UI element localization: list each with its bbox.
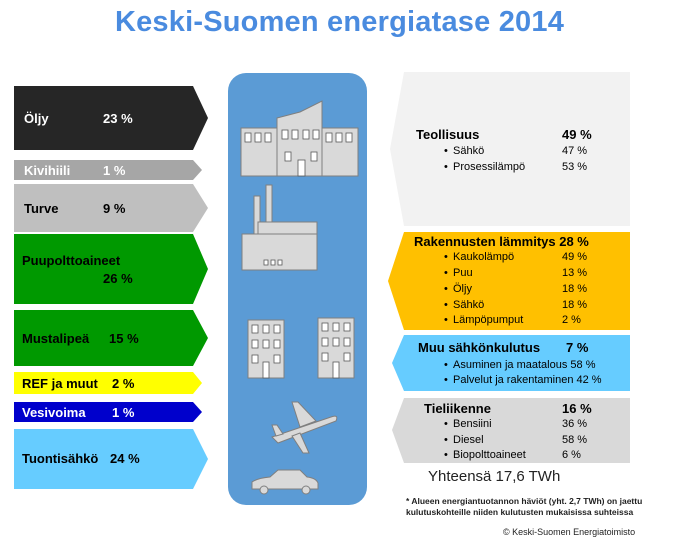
lammitys-item-pct: 2 % [562, 314, 581, 326]
bullet-icon: • [444, 314, 448, 326]
car-icon [251, 469, 319, 495]
source-arrow-tuontisahko [14, 429, 208, 489]
lammitys-item-label: Puu [453, 267, 473, 279]
tieliikenne-item-label: Bensiini [453, 418, 492, 430]
bullet-icon: • [444, 374, 448, 386]
source-label-oljy: Öljy [24, 111, 49, 126]
use-label-teollisuus: Teollisuus [416, 127, 480, 142]
bullet-icon: • [444, 449, 448, 461]
use-arrow-teollisuus [390, 72, 630, 226]
center-column [228, 73, 367, 505]
source-arrow-mustalipea [14, 310, 208, 366]
use-label-muu-sahko: Muu sähkönkulutus [418, 340, 541, 355]
tieliikenne-item-label: Biopolttoaineet [453, 449, 526, 461]
lammitys-item-label: Öljy [453, 283, 472, 295]
industry-building-icon [240, 100, 359, 177]
source-label-tuontisahko: Tuontisähkö [22, 451, 99, 466]
source-pct-puupolttoaineet: 26 % [103, 271, 133, 286]
lammitys-item-label: Lämpöpumput [453, 314, 524, 326]
source-label-kivihiili: Kivihiili [24, 163, 71, 178]
total-label: Yhteensä 17,6 TWh [428, 468, 561, 485]
source-label-mustalipea: Mustalipeä [22, 331, 90, 346]
use-label-lammitys: Rakennusten lämmitys 28 % [414, 234, 589, 249]
footnote-line-1: * Alueen energiantuotannon häviöt (yht. … [406, 496, 643, 506]
source-arrow-kivihiili [14, 160, 202, 180]
source-arrow-vesivoima [14, 402, 202, 422]
use-arrow-tieliikenne [392, 398, 630, 463]
bullet-icon: • [444, 434, 448, 446]
teollisuus-item-pct: 53 % [562, 161, 588, 173]
bullet-icon: • [444, 418, 448, 430]
lammitys-item-pct: 18 % [562, 283, 588, 295]
use-pct-tieliikenne: 16 % [562, 401, 592, 416]
tieliikenne-item-pct: 58 % [562, 434, 588, 446]
source-label-puupolttoaineet: Puupolttoaineet [22, 253, 121, 268]
footnote-line-2: kulutuskohteille niiden kulutusten mukai… [406, 507, 634, 517]
copyright: © Keski-Suomen Energiatoimisto [503, 527, 636, 537]
lammitys-item-label: Kaukolämpö [453, 251, 515, 263]
source-pct-turve: 9 % [103, 201, 126, 216]
source-arrow-ref [14, 372, 202, 394]
lammitys-item-pct: 13 % [562, 267, 588, 279]
source-arrow-oljy [14, 86, 208, 150]
source-pct-oljy: 23 % [103, 111, 133, 126]
source-label-turve: Turve [24, 201, 59, 216]
use-arrow-lammitys [388, 232, 630, 330]
source-arrow-turve [14, 184, 208, 232]
use-pct-muu-sahko: 7 % [566, 340, 589, 355]
apartment-buildings-icon [247, 317, 355, 379]
factory-icon [241, 184, 318, 271]
bullet-icon: • [444, 251, 448, 263]
teollisuus-item-pct: 47 % [562, 145, 588, 157]
bullet-icon: • [444, 145, 448, 157]
source-pct-ref: 2 % [112, 376, 135, 391]
bullet-icon: • [444, 299, 448, 311]
lammitys-item-pct: 18 % [562, 299, 588, 311]
source-label-ref: REF ja muut [22, 376, 98, 391]
bullet-icon: • [444, 161, 448, 173]
teollisuus-item-label: Prosessilämpö [453, 161, 526, 173]
bullet-icon: • [444, 267, 448, 279]
source-pct-vesivoima: 1 % [112, 405, 135, 420]
tieliikenne-item-label: Diesel [453, 434, 484, 446]
lammitys-item-label: Sähkö [453, 299, 485, 311]
source-pct-kivihiili: 1 % [103, 163, 126, 178]
airplane-icon [271, 401, 338, 454]
tieliikenne-item-pct: 6 % [562, 449, 581, 461]
muu-sahko-item-label: Palvelut ja rakentaminen 42 % [453, 374, 602, 386]
footnote: * Alueen energiantuotannon häviöt (yht. … [406, 496, 676, 518]
teollisuus-item-label: Sähkö [453, 145, 485, 157]
source-label-vesivoima: Vesivoima [22, 405, 86, 420]
lammitys-item-pct: 49 % [562, 251, 588, 263]
bullet-icon: • [444, 283, 448, 295]
use-pct-teollisuus: 49 % [562, 127, 592, 142]
bullet-icon: • [444, 359, 448, 371]
source-pct-mustalipea: 15 % [109, 331, 139, 346]
source-pct-tuontisahko: 24 % [110, 451, 140, 466]
use-arrow-muu-sahko [392, 335, 630, 391]
muu-sahko-item-label: Asuminen ja maatalous 58 % [453, 359, 596, 371]
use-label-tieliikenne: Tieliikenne [424, 401, 491, 416]
tieliikenne-item-pct: 36 % [562, 418, 588, 430]
page-title: Keski-Suomen energiatase 2014 [114, 6, 565, 38]
source-arrow-puupolttoaineet [14, 234, 208, 304]
